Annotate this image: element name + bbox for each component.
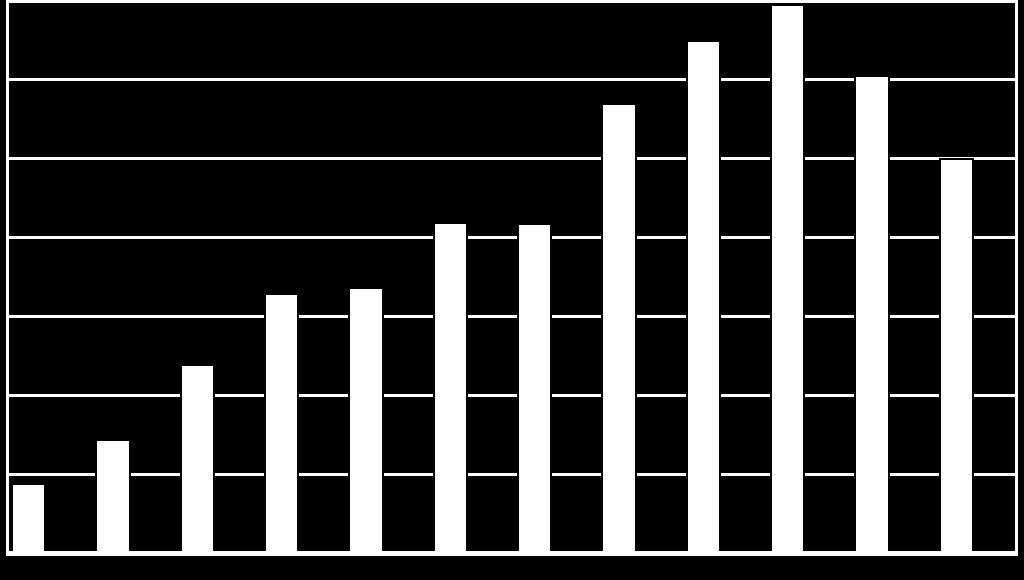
bar [11,483,46,554]
bar [180,364,215,554]
bar [264,293,299,554]
bar [95,439,130,554]
plot-area [6,0,1018,554]
bar [517,223,552,554]
bar [770,4,805,554]
bars-layer [6,0,1018,554]
bar [686,40,721,554]
bar [939,158,974,554]
bar-chart [0,0,1024,580]
bar [348,287,383,555]
bar [601,103,636,554]
bar [854,75,889,554]
bar [433,222,468,554]
